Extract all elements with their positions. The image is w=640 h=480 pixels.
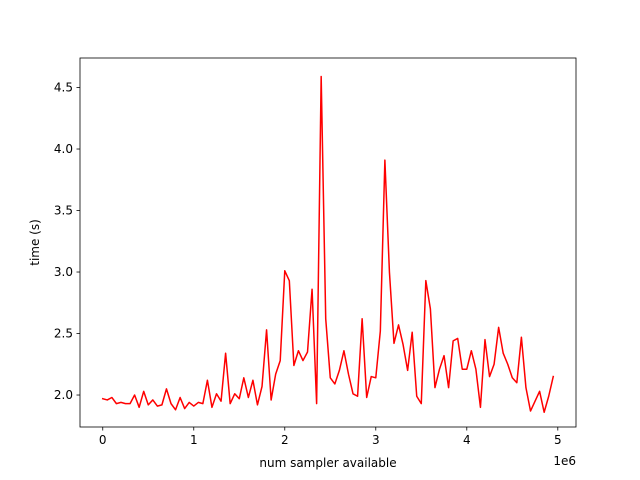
x-tick-label: 3 bbox=[372, 433, 380, 447]
y-tick-label: 4.5 bbox=[54, 81, 73, 95]
y-tick-label: 2.5 bbox=[54, 327, 73, 341]
plot-area-background bbox=[80, 58, 576, 427]
x-tick-label: 5 bbox=[554, 433, 562, 447]
y-axis-ticks: 2.0 2.5 3.0 3.5 4.0 4.5 bbox=[54, 81, 80, 402]
series-line bbox=[101, 75, 555, 413]
x-axis-label: num sampler available bbox=[259, 456, 396, 470]
y-tick-label: 4.0 bbox=[54, 142, 73, 156]
plot-frame bbox=[79, 57, 577, 428]
x-axis-offset-label: 1e6 bbox=[553, 454, 576, 468]
x-tick-label: 2 bbox=[281, 433, 289, 447]
x-axis-ticks: 0 1 2 3 4 5 bbox=[99, 427, 562, 447]
x-tick-label: 0 bbox=[99, 433, 107, 447]
y-tick-label: 2.0 bbox=[54, 388, 73, 402]
y-tick-label: 3.0 bbox=[54, 265, 73, 279]
y-tick-label: 3.5 bbox=[54, 204, 73, 218]
x-tick-label: 4 bbox=[463, 433, 471, 447]
x-tick-label: 1 bbox=[190, 433, 198, 447]
y-axis-label: time (s) bbox=[28, 219, 42, 266]
